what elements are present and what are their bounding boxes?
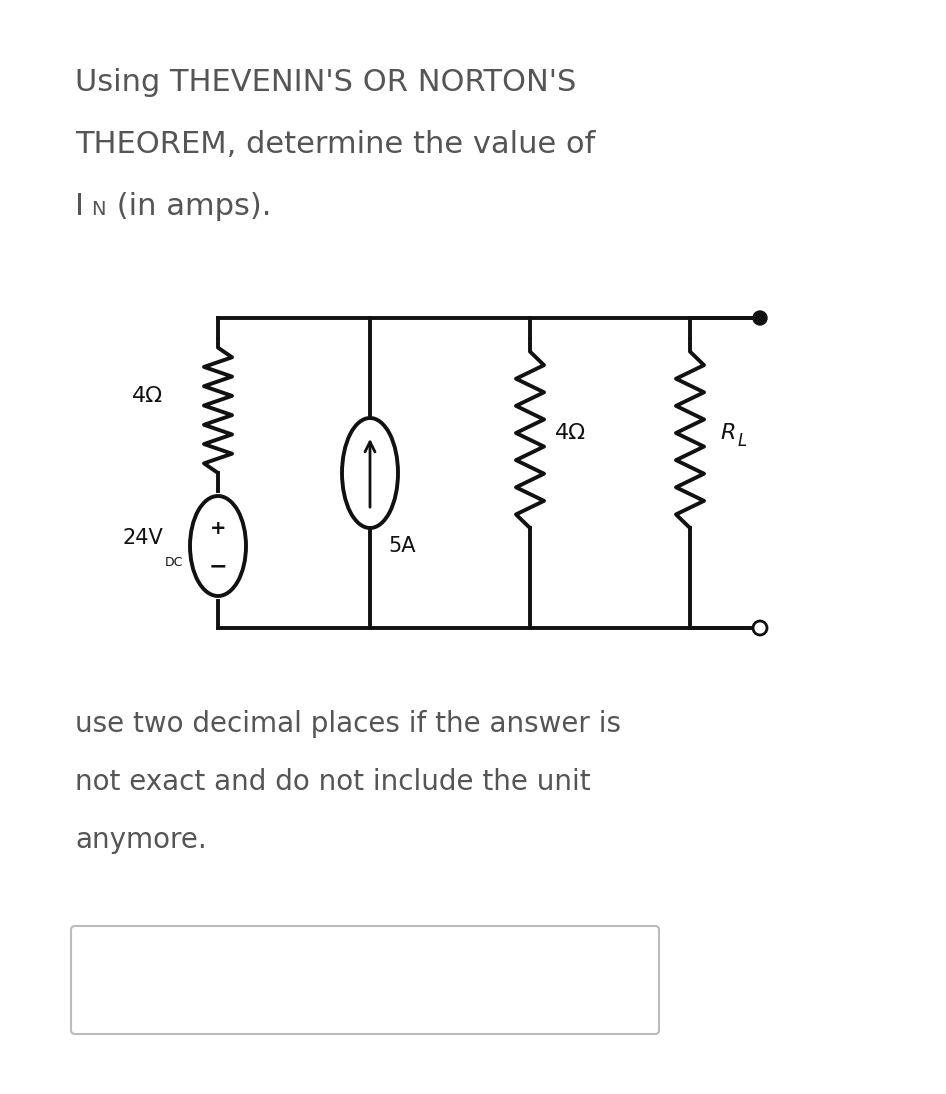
- Text: 24V: 24V: [122, 528, 163, 548]
- Text: N: N: [91, 200, 106, 219]
- Text: use two decimal places if the answer is: use two decimal places if the answer is: [75, 710, 621, 738]
- Text: DC: DC: [165, 556, 184, 569]
- FancyBboxPatch shape: [71, 926, 659, 1034]
- Text: L: L: [738, 432, 747, 450]
- Text: anymore.: anymore.: [75, 826, 207, 854]
- Circle shape: [753, 311, 767, 325]
- Text: −: −: [209, 556, 227, 577]
- Text: +: +: [210, 519, 226, 537]
- Text: 4Ω: 4Ω: [131, 385, 163, 406]
- Text: R: R: [720, 423, 735, 443]
- Text: Using THEVENIN'S OR NORTON'S: Using THEVENIN'S OR NORTON'S: [75, 68, 576, 97]
- Text: THEOREM, determine the value of: THEOREM, determine the value of: [75, 130, 595, 159]
- Text: 4Ω: 4Ω: [555, 423, 587, 443]
- Text: 5A: 5A: [388, 536, 415, 556]
- Text: (in amps).: (in amps).: [107, 193, 272, 221]
- Text: I: I: [75, 193, 84, 221]
- Circle shape: [753, 621, 767, 635]
- Text: not exact and do not include the unit: not exact and do not include the unit: [75, 768, 590, 796]
